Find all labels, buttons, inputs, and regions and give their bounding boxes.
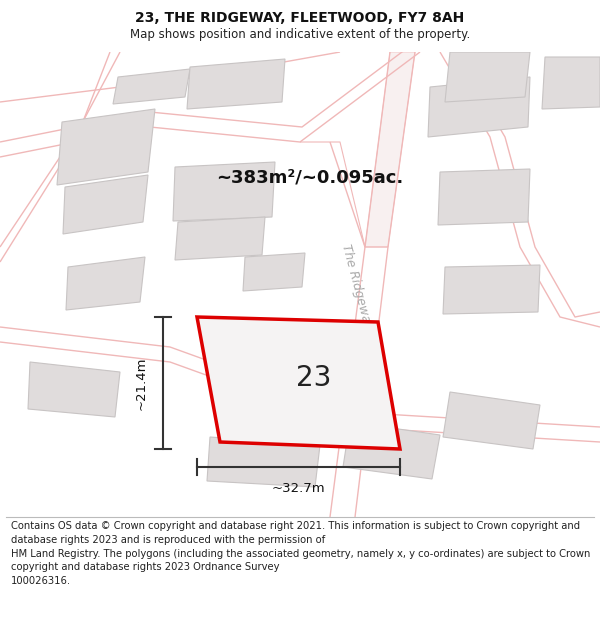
Text: Map shows position and indicative extent of the property.: Map shows position and indicative extent… — [130, 28, 470, 41]
Polygon shape — [365, 52, 415, 247]
Polygon shape — [445, 52, 530, 102]
Text: ~21.4m: ~21.4m — [134, 356, 148, 410]
Text: The Ridgeway: The Ridgeway — [340, 242, 374, 331]
Text: ~383m²/~0.095ac.: ~383m²/~0.095ac. — [217, 168, 404, 186]
Polygon shape — [57, 109, 155, 185]
Polygon shape — [113, 69, 190, 104]
Polygon shape — [542, 57, 600, 109]
Polygon shape — [428, 77, 530, 137]
Polygon shape — [28, 362, 120, 417]
Polygon shape — [197, 317, 400, 449]
Polygon shape — [207, 437, 320, 487]
Polygon shape — [438, 169, 530, 225]
Text: 23, THE RIDGEWAY, FLEETWOOD, FY7 8AH: 23, THE RIDGEWAY, FLEETWOOD, FY7 8AH — [136, 11, 464, 26]
Text: ~32.7m: ~32.7m — [272, 482, 325, 496]
Polygon shape — [443, 265, 540, 314]
Polygon shape — [243, 253, 305, 291]
Polygon shape — [187, 59, 285, 109]
Text: Contains OS data © Crown copyright and database right 2021. This information is : Contains OS data © Crown copyright and d… — [11, 521, 590, 586]
Polygon shape — [173, 162, 275, 221]
Polygon shape — [66, 257, 145, 310]
Polygon shape — [175, 217, 265, 260]
Polygon shape — [343, 422, 440, 479]
Polygon shape — [63, 175, 148, 234]
Text: 23: 23 — [296, 364, 331, 391]
Polygon shape — [443, 392, 540, 449]
